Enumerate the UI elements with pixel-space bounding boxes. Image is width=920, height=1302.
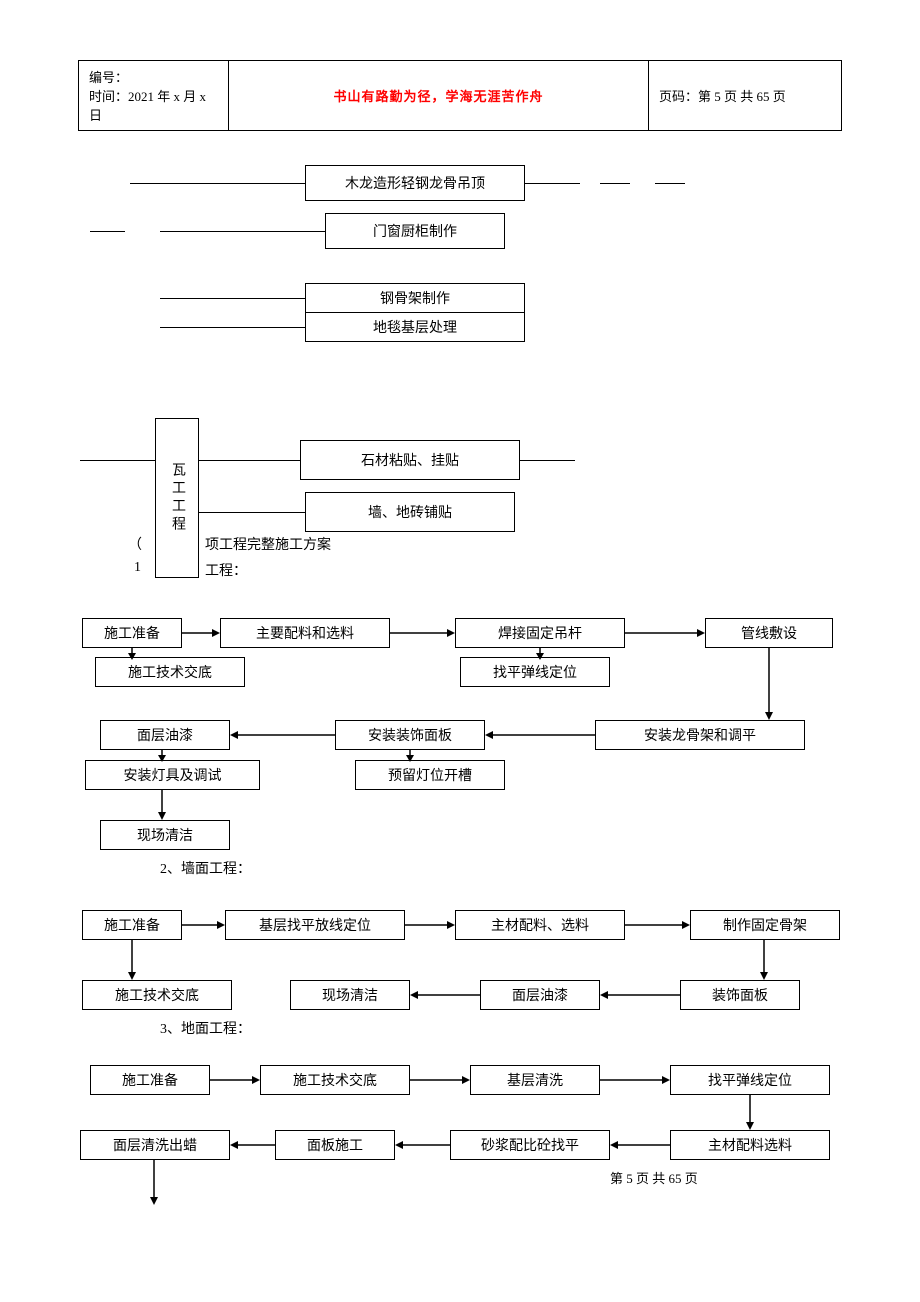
- f3-b4: 找平弹线定位: [670, 1065, 830, 1095]
- s2-vbox-masonry: 瓦工工程: [155, 418, 199, 578]
- f2-ar3: [625, 919, 690, 931]
- f3-b6: 面板施工: [275, 1130, 395, 1160]
- label-floor: 3、地面工程：: [160, 1018, 251, 1038]
- s1-line4: [655, 183, 685, 184]
- label-wall: 2、墙面工程：: [160, 858, 251, 878]
- f1-ar-d4: [404, 750, 416, 762]
- f1-b4: 管线敷设: [705, 618, 833, 648]
- f1-ar-d5: [156, 750, 168, 762]
- f2-ar2: [405, 919, 455, 931]
- f3-ar-d2: [148, 1160, 160, 1205]
- f3-ar1: [210, 1074, 260, 1086]
- f1-ar-l1: [230, 729, 335, 741]
- f1-ar-d1: [126, 648, 138, 660]
- f3-b2: 施工技术交底: [260, 1065, 410, 1095]
- f2-b6: 现场清洁: [290, 980, 410, 1010]
- header-date-label: 时间：2021 年 x 月 x 日: [89, 86, 218, 124]
- s2-txt2b: 工程：: [205, 560, 247, 580]
- f1-ar-l2: [485, 729, 595, 741]
- f3-ar-l3: [230, 1139, 275, 1151]
- page-root: 编号： 时间：2021 年 x 月 x 日 书山有路勤为径，学海无涯苦作舟 页码…: [0, 0, 920, 1302]
- f3-b5: 面层清洗出蜡: [80, 1130, 230, 1160]
- s2-txt1a: （: [128, 534, 142, 554]
- s1-line7: [160, 298, 305, 299]
- header-number-label: 编号：: [89, 67, 218, 86]
- f3-ar3: [600, 1074, 670, 1086]
- s1-line6: [160, 231, 325, 232]
- header-center-cell: 书山有路勤为径，学海无涯苦作舟: [229, 61, 649, 131]
- header-table: 编号： 时间：2021 年 x 月 x 日 书山有路勤为径，学海无涯苦作舟 页码…: [78, 60, 842, 131]
- s1-line3: [600, 183, 630, 184]
- f3-b8: 主材配料选料: [670, 1130, 830, 1160]
- f1-ar-d2: [534, 648, 546, 660]
- s2-txt2a: 1: [134, 560, 141, 576]
- f3-ar-l1: [610, 1139, 670, 1151]
- f3-b1: 施工准备: [90, 1065, 210, 1095]
- s2-line-m1: [199, 460, 300, 461]
- f2-ar-d2: [758, 940, 770, 980]
- f1-b7: 面层油漆: [100, 720, 230, 750]
- s1-line2: [525, 183, 580, 184]
- f1-ar-d3: [763, 648, 775, 720]
- f1-b12: 现场清洁: [100, 820, 230, 850]
- s2-box-stone: 石材粘贴、挂贴: [300, 440, 520, 480]
- s2-line-r: [520, 460, 575, 461]
- f2-ar-l1: [410, 989, 480, 1001]
- f3-b7: 砂浆配比砼找平: [450, 1130, 610, 1160]
- f1-ar-d6: [156, 790, 168, 820]
- s1-line8: [160, 327, 305, 328]
- s2-line-m2: [199, 512, 305, 513]
- f1-b6: 找平弹线定位: [460, 657, 610, 687]
- f2-ar-d1: [126, 940, 138, 980]
- f2-b4: 制作固定骨架: [690, 910, 840, 940]
- f1-b3: 焊接固定吊杆: [455, 618, 625, 648]
- page-footer: 第 5 页 共 65 页: [610, 1168, 698, 1187]
- header-left-cell: 编号： 时间：2021 年 x 月 x 日: [79, 61, 229, 131]
- s1-box-door: 门窗厨柜制作: [325, 213, 505, 249]
- s1-box-ceiling: 木龙造形轻钢龙骨吊顶: [305, 165, 525, 201]
- f2-ar1: [182, 919, 225, 931]
- f2-b1: 施工准备: [82, 910, 182, 940]
- s2-txt1b: 项工程完整施工方案: [205, 534, 331, 554]
- f2-b8: 装饰面板: [680, 980, 800, 1010]
- s1-box-carpet: 地毯基层处理: [305, 312, 525, 342]
- f1-ar3: [625, 627, 705, 639]
- f2-ar-l2: [600, 989, 680, 1001]
- f3-ar-d1: [744, 1095, 756, 1130]
- f2-b7: 面层油漆: [480, 980, 600, 1010]
- f1-b8: 安装装饰面板: [335, 720, 485, 750]
- f1-b11: 预留灯位开槽: [355, 760, 505, 790]
- f3-b3: 基层清洗: [470, 1065, 600, 1095]
- f1-ar2: [390, 627, 455, 639]
- f3-ar2: [410, 1074, 470, 1086]
- header-right-cell: 页码：第 5 页 共 65 页: [649, 61, 842, 131]
- f1-b5: 施工技术交底: [95, 657, 245, 687]
- f2-b3: 主材配料、选料: [455, 910, 625, 940]
- f1-b1: 施工准备: [82, 618, 182, 648]
- f1-b9: 安装龙骨架和调平: [595, 720, 805, 750]
- s2-line-left: [80, 460, 155, 461]
- f1-ar1: [182, 627, 220, 639]
- f2-b2: 基层找平放线定位: [225, 910, 405, 940]
- s1-line5: [90, 231, 125, 232]
- s1-line1: [130, 183, 305, 184]
- f3-ar-l2: [395, 1139, 450, 1151]
- f2-b5: 施工技术交底: [82, 980, 232, 1010]
- s2-box-tile: 墙、地砖铺贴: [305, 492, 515, 532]
- f1-b2: 主要配料和选料: [220, 618, 390, 648]
- f1-b10: 安装灯具及调试: [85, 760, 260, 790]
- s1-box-steel: 钢骨架制作: [305, 283, 525, 313]
